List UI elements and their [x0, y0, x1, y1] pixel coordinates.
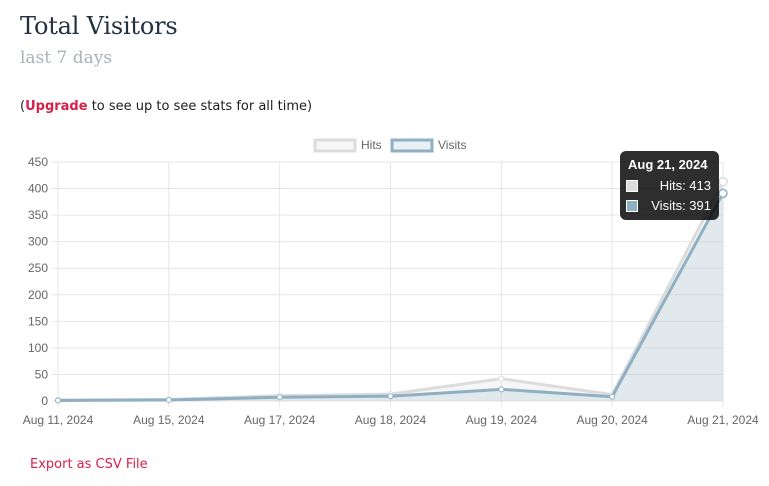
x-tick-label: Aug 19, 2024: [466, 413, 538, 427]
x-tick-label: Aug 17, 2024: [244, 413, 316, 427]
y-tick-label: 100: [28, 341, 48, 355]
data-point-visits: [55, 397, 61, 404]
tooltip-row-hits: Hits: 413: [626, 177, 711, 194]
page-subtitle: last 7 days: [20, 48, 113, 68]
legend-label-visits: Visits: [438, 138, 466, 152]
x-tick-label: Aug 20, 2024: [576, 413, 648, 427]
legend-swatch-visits: [390, 138, 434, 153]
notice-open: (: [20, 99, 26, 114]
x-tick-label: Aug 18, 2024: [355, 413, 427, 427]
legend-label-hits: Hits: [361, 138, 382, 152]
x-tick-label: Aug 11, 2024: [23, 413, 94, 427]
page-title: Total Visitors: [20, 12, 178, 40]
tooltip-title: Aug 21, 2024: [628, 157, 708, 172]
x-tick-label: Aug 15, 2024: [133, 413, 205, 427]
y-tick-label: 0: [41, 394, 48, 408]
series-area-hits: [58, 181, 723, 401]
export-csv-link[interactable]: Export as CSV File: [30, 457, 148, 472]
y-tick-label: 250: [28, 261, 48, 275]
x-tick-label: Aug 21, 2024: [687, 413, 759, 427]
legend-swatch-hits: [313, 138, 357, 153]
tooltip-row-visits: Visits: 391: [626, 197, 711, 214]
data-point-visits: [387, 393, 394, 400]
tooltip-label-visits: Visits: 391: [651, 198, 711, 213]
tooltip-swatch-visits: [626, 199, 638, 212]
data-point-hits: [498, 375, 505, 382]
data-point-visits: [718, 188, 728, 199]
tooltip-swatch-hits: [626, 179, 638, 192]
y-tick-label: 200: [28, 288, 48, 302]
tooltip-label-hits: Hits: 413: [659, 178, 711, 193]
y-tick-label: 150: [28, 314, 48, 328]
y-tick-label: 450: [28, 155, 48, 169]
data-point-visits: [498, 386, 505, 393]
series-area-visits: [58, 193, 723, 401]
data-point-visits: [165, 396, 172, 403]
data-point-hits: [718, 176, 728, 187]
upgrade-notice: (Upgrade to see up to see stats for all …: [20, 99, 312, 114]
notice-text: to see up to see stats for all time): [87, 99, 313, 114]
chart-tooltip: Aug 21, 2024 Hits: 413 Visits: 391: [620, 151, 719, 220]
upgrade-link[interactable]: Upgrade: [25, 99, 88, 114]
y-tick-label: 300: [28, 235, 48, 249]
data-point-visits: [276, 394, 283, 401]
data-point-visits: [609, 393, 616, 400]
y-tick-label: 400: [28, 182, 48, 196]
y-tick-label: 350: [28, 208, 48, 222]
visitors-chart: 0 50 100 150 200 250 300 350 400 450 Aug 11, 2024 A…: [23, 138, 759, 427]
y-tick-label: 50: [35, 367, 49, 381]
